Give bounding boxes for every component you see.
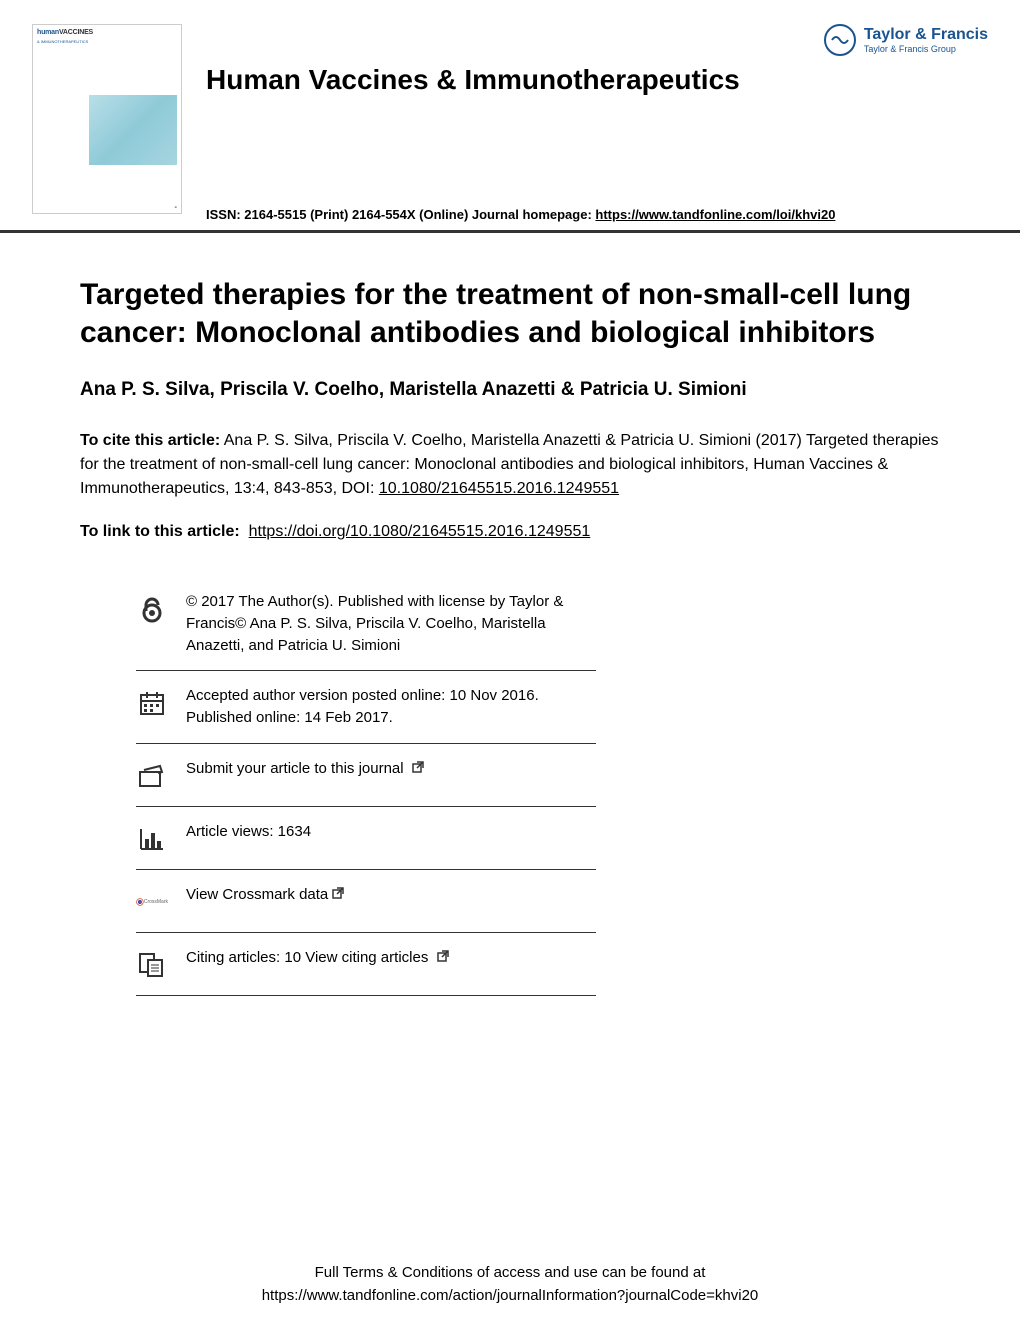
article-authors: Ana P. S. Silva, Priscila V. Coelho, Mar… [80, 379, 940, 401]
cover-title: humanVACCINES [37, 29, 93, 36]
doi-link[interactable]: 10.1080/21645515.2016.1249551 [379, 480, 619, 497]
citing-icon [136, 949, 168, 981]
publisher-text-block: Taylor & Francis Taylor & Francis Group [864, 26, 988, 54]
crossmark-icon: CrossMark [136, 886, 168, 918]
meta-views: Article views: 1634 [136, 807, 596, 870]
cover-title-prefix: human [37, 29, 59, 36]
external-link-icon [332, 884, 344, 896]
publisher-name: Taylor & Francis [864, 26, 988, 44]
meta-license: © 2017 The Author(s). Published with lic… [136, 577, 596, 671]
meta-license-text: © 2017 The Author(s). Published with lic… [186, 591, 596, 656]
article-body: Targeted therapies for the treatment of … [0, 236, 1020, 996]
footer-url[interactable]: https://www.tandfonline.com/action/journ… [0, 1285, 1020, 1308]
meta-submit-label: Submit your article to this journal [186, 760, 408, 777]
footer-line1: Full Terms & Conditions of access and us… [0, 1262, 1020, 1285]
meta-citing[interactable]: Citing articles: 10 View citing articles [136, 933, 596, 996]
calendar-icon [136, 687, 168, 719]
external-link-icon [437, 947, 449, 959]
open-access-icon [136, 593, 168, 625]
header-center: Human Vaccines & Immunotherapeutics [206, 24, 824, 96]
article-link[interactable]: https://doi.org/10.1080/21645515.2016.12… [249, 523, 591, 540]
meta-crossmark-text: View Crossmark data [186, 884, 596, 906]
bar-chart-icon [136, 823, 168, 855]
publisher-logo[interactable]: Taylor & Francis Taylor & Francis Group [824, 24, 988, 56]
article-meta-list: © 2017 The Author(s). Published with lic… [136, 577, 596, 996]
issn-text: ISSN: 2164-5515 (Print) 2164-554X (Onlin… [206, 207, 595, 222]
meta-crossmark[interactable]: CrossMark View Crossmark data [136, 870, 596, 933]
taylor-francis-icon [824, 24, 856, 56]
page-header: humanVACCINES & IMMUNOTHERAPEUTICS ⊕ Hum… [0, 0, 1020, 233]
journal-title: Human Vaccines & Immunotherapeutics [206, 64, 824, 96]
crossmark-sublabel: CrossMark [144, 899, 168, 905]
link-label: To link to this article: [80, 523, 244, 540]
publisher-subtitle: Taylor & Francis Group [864, 44, 988, 54]
meta-citing-label: Citing articles: 10 View citing articles [186, 949, 433, 966]
cover-image [89, 95, 177, 165]
journal-cover-thumbnail: humanVACCINES & IMMUNOTHERAPEUTICS ⊕ [32, 24, 182, 214]
meta-views-text: Article views: 1634 [186, 821, 596, 843]
cite-label: To cite this article: [80, 432, 220, 449]
meta-dates-text: Accepted author version posted online: 1… [186, 685, 596, 729]
homepage-link[interactable]: https://www.tandfonline.com/loi/khvi20 [595, 207, 835, 222]
external-link-icon [412, 758, 424, 770]
meta-crossmark-label: View Crossmark data [186, 886, 328, 903]
cover-publisher-mark: ⊕ [174, 205, 177, 209]
meta-submit[interactable]: Submit your article to this journal [136, 744, 596, 807]
page-footer: Full Terms & Conditions of access and us… [0, 1262, 1020, 1307]
submit-icon [136, 760, 168, 792]
article-title: Targeted therapies for the treatment of … [80, 276, 940, 351]
citation-block: To cite this article: Ana P. S. Silva, P… [80, 429, 940, 501]
cover-title-main: VACCINES [59, 29, 93, 36]
meta-citing-text: Citing articles: 10 View citing articles [186, 947, 596, 969]
cover-subtitle: & IMMUNOTHERAPEUTICS [37, 39, 88, 44]
link-block: To link to this article: https://doi.org… [80, 523, 940, 541]
meta-submit-text: Submit your article to this journal [186, 758, 596, 780]
meta-dates: Accepted author version posted online: 1… [136, 671, 596, 744]
